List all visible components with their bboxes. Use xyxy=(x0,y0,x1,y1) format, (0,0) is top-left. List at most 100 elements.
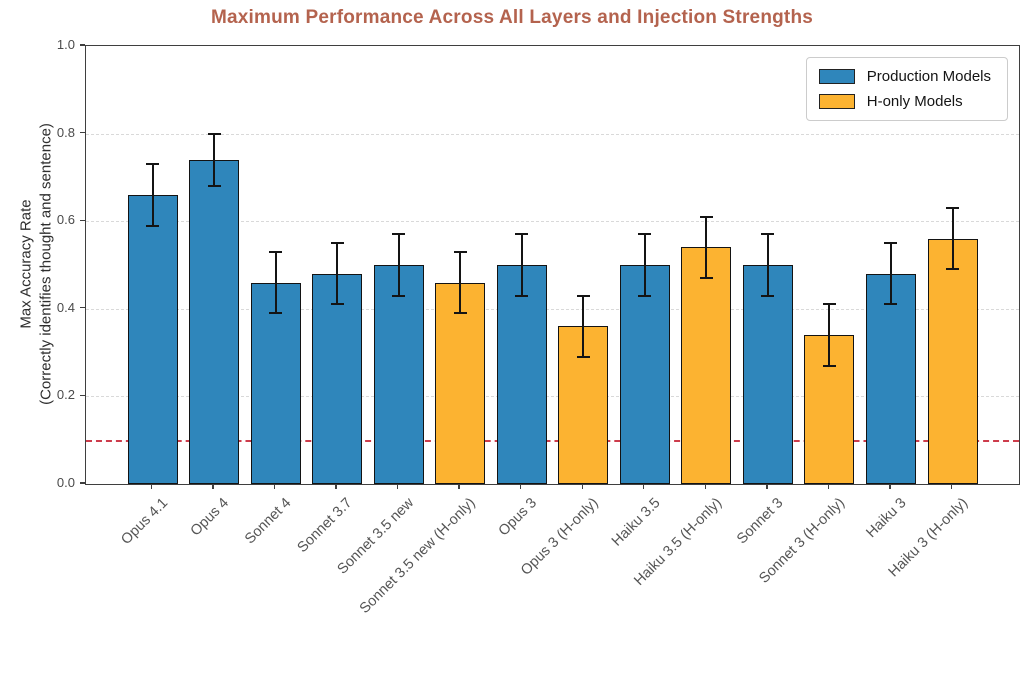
error-bar-cap xyxy=(761,294,775,297)
bar-sonnet-3.7 xyxy=(312,273,363,484)
x-tick-label: Opus 4.1 xyxy=(117,495,171,548)
bar-opus-4.1 xyxy=(127,194,178,484)
x-tick-mark xyxy=(396,484,399,490)
x-tick-mark xyxy=(643,484,645,490)
error-bar-cap xyxy=(453,312,467,315)
error-bar-cap xyxy=(515,294,529,297)
y-tick-mark xyxy=(80,131,85,134)
chart-title: Maximum Performance Across All Layers an… xyxy=(210,7,814,28)
x-tick-label: Sonnet 3.7 xyxy=(294,495,356,556)
y-tick-mark xyxy=(80,219,85,221)
error-bar-cap xyxy=(761,233,775,236)
error-bar-cap xyxy=(822,303,836,306)
y-tick-label: 1.0 xyxy=(56,37,75,52)
error-bar xyxy=(889,243,892,305)
gridline xyxy=(86,308,1019,310)
error-bar-cap xyxy=(269,250,283,253)
reference-line xyxy=(86,440,1019,443)
y-tick-label: 0.2 xyxy=(56,387,75,403)
gridline xyxy=(86,396,1019,398)
bar-haiku-3.5-h-only- xyxy=(681,247,732,484)
x-tick-label: Haiku 3.5 xyxy=(608,495,664,550)
error-bar-cap xyxy=(699,215,713,218)
error-bar-cap xyxy=(638,233,652,236)
error-bar-cap xyxy=(392,294,406,297)
y-tick-mark xyxy=(80,482,85,484)
x-tick-mark xyxy=(212,484,214,490)
error-bar-cap xyxy=(884,242,898,245)
error-bar-cap xyxy=(453,250,467,253)
bar-opus-3 xyxy=(496,265,547,484)
error-bar xyxy=(520,234,523,296)
error-bar xyxy=(459,251,462,314)
error-bar-cap xyxy=(576,294,590,297)
gridline xyxy=(86,133,1019,135)
legend-item-h-only-models: H-only Models xyxy=(818,93,991,110)
error-bar xyxy=(828,304,831,366)
bar-haiku-3 xyxy=(865,273,916,484)
y-axis-label-line1: Max Accuracy Rate xyxy=(17,199,35,329)
y-tick-mark xyxy=(80,394,85,397)
error-bar-cap xyxy=(884,303,898,306)
error-bar-cap xyxy=(946,207,959,210)
x-tick-mark xyxy=(704,484,707,490)
error-bar xyxy=(643,234,646,296)
error-bar-cap xyxy=(269,312,283,315)
y-tick-label: 0.8 xyxy=(56,124,75,140)
x-tick-mark xyxy=(520,484,522,490)
x-tick-label: Opus 4 xyxy=(187,495,233,540)
error-bar-cap xyxy=(330,242,344,245)
bar-sonnet-3.5-new xyxy=(373,265,424,484)
y-axis-label-line2: (Correctly identifies thought and senten… xyxy=(37,123,54,405)
error-bar xyxy=(397,234,400,296)
bar-sonnet-3.5-new-h-only- xyxy=(435,282,486,484)
y-tick-mark xyxy=(80,307,85,309)
y-axis-label: Max Accuracy Rate (Correctly identifies … xyxy=(17,123,56,405)
legend-item-production-models: Production Models xyxy=(818,68,991,85)
error-bar xyxy=(951,208,954,270)
x-tick-mark xyxy=(581,484,583,490)
x-tick-mark xyxy=(889,484,891,490)
x-tick-label: Haiku 3 xyxy=(863,495,910,542)
error-bar-cap xyxy=(146,163,159,166)
legend-label: H-only Models xyxy=(866,93,963,110)
error-bar-cap xyxy=(515,233,529,236)
error-bar-cap xyxy=(638,294,652,297)
legend: Production Models H-only Models xyxy=(805,57,1008,121)
gridline xyxy=(86,221,1019,223)
error-bar xyxy=(213,133,216,187)
bar-sonnet-4 xyxy=(250,282,301,484)
production-models-swatch xyxy=(818,69,855,84)
x-tick-label: Sonnet 3 xyxy=(733,495,787,548)
y-tick-label: 0.6 xyxy=(56,212,75,228)
error-bar-cap xyxy=(822,364,836,367)
x-tick-mark xyxy=(273,484,276,490)
bar-haiku-3-h-only- xyxy=(927,238,978,484)
legend-label: Production Models xyxy=(866,68,991,85)
bar-haiku-3.5 xyxy=(619,265,670,484)
x-tick-label: Sonnet 4 xyxy=(241,495,294,548)
error-bar-cap xyxy=(576,355,590,358)
h-only-models-swatch xyxy=(818,94,855,109)
bar-sonnet-3 xyxy=(742,265,793,484)
error-bar-cap xyxy=(392,233,406,236)
x-tick-mark xyxy=(335,484,337,490)
error-bar xyxy=(705,216,708,279)
x-tick-mark xyxy=(766,484,768,490)
x-tick-mark xyxy=(458,484,460,490)
y-tick-label: 0.0 xyxy=(56,475,75,490)
error-bar xyxy=(151,164,154,226)
y-tick-mark xyxy=(80,44,85,46)
x-tick-mark xyxy=(150,484,153,490)
error-bar xyxy=(582,295,585,357)
bar-opus-4 xyxy=(189,159,240,484)
error-bar-cap xyxy=(330,303,344,306)
y-tick-label: 0.4 xyxy=(56,299,75,315)
x-tick-label: Opus 3 xyxy=(495,495,541,540)
x-tick-mark xyxy=(950,484,953,490)
error-bar-cap xyxy=(207,185,221,188)
error-bar-cap xyxy=(946,268,959,271)
error-bar xyxy=(336,243,339,305)
error-bar-cap xyxy=(207,132,221,135)
